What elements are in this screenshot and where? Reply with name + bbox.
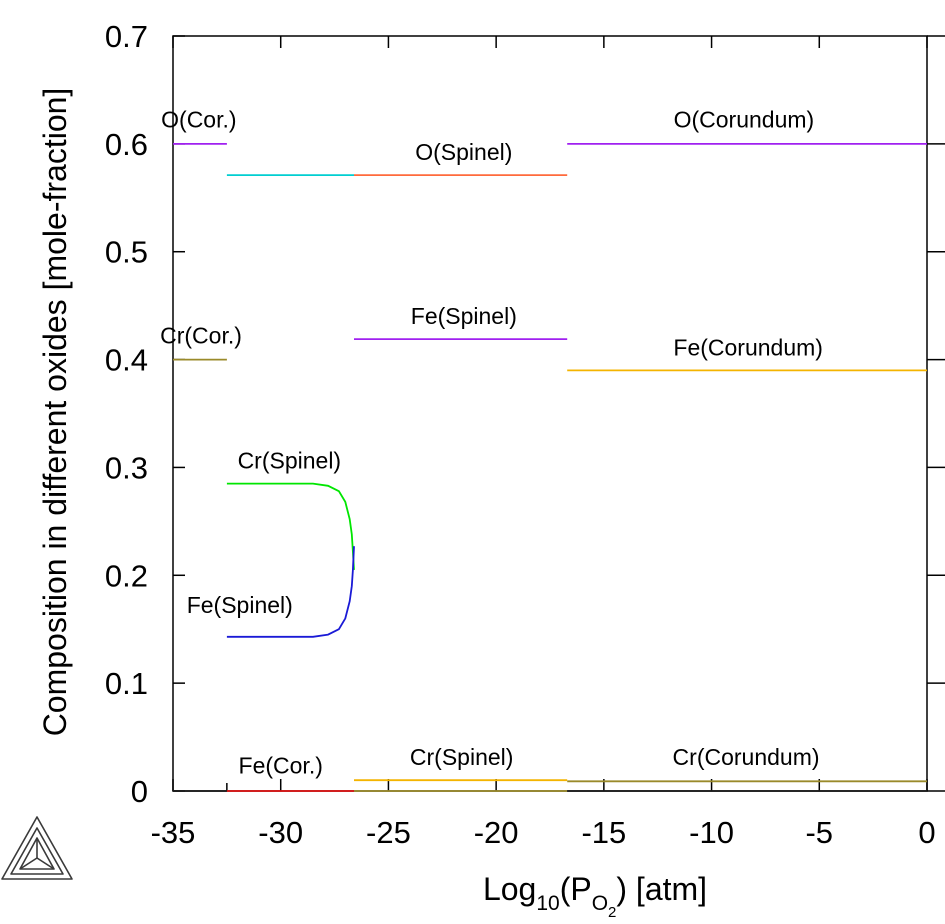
x-tick-label: -5 bbox=[805, 815, 833, 850]
x-tick-label: 0 bbox=[918, 815, 935, 850]
annotation-label: O(Cor.) bbox=[161, 107, 236, 133]
y-tick-label: 0.4 bbox=[105, 343, 148, 378]
series-line bbox=[226, 546, 355, 638]
x-axis-title-sub2: O bbox=[592, 892, 608, 915]
y-tick-label: 0.6 bbox=[105, 127, 148, 162]
x-axis-title-base: Log bbox=[483, 871, 536, 907]
x-axis-title-sub1: 10 bbox=[536, 892, 559, 915]
tick-labels: -35 -30 -25 -20 -15 -10 -5 0 0 0.1 0.2 0.3 0.4 0.5 0.6… bbox=[105, 19, 936, 850]
x-axis-title-mid: (P bbox=[560, 871, 592, 907]
annotation-label: Cr(Spinel) bbox=[410, 744, 514, 770]
axis-ticks bbox=[172, 35, 945, 792]
thermo-calc-logo-icon bbox=[1, 816, 73, 880]
annotation-layer: O(Cor.) O(Spinel) O(Corundum) Cr(Cor.) Fe(Sp… bbox=[160, 107, 823, 779]
plot-frame bbox=[172, 35, 928, 792]
x-tick-label: -15 bbox=[581, 815, 626, 850]
y-tick-label: 0 bbox=[131, 774, 148, 809]
x-tick-label: -25 bbox=[366, 815, 411, 850]
annotation-label: Fe(Spinel) bbox=[411, 303, 517, 329]
y-tick-label: 0.7 bbox=[105, 19, 148, 54]
annotation-label: Fe(Cor.) bbox=[239, 753, 323, 779]
annotation-label: O(Corundum) bbox=[674, 107, 815, 133]
x-axis-title: Log10(PO2) [atm] bbox=[483, 871, 707, 921]
x-tick-label: -30 bbox=[258, 815, 303, 850]
x-tick-label: -35 bbox=[151, 815, 196, 850]
x-axis-title-tail: ) [atm] bbox=[616, 871, 707, 907]
y-tick-label: 0.3 bbox=[105, 450, 148, 485]
series-line bbox=[226, 482, 355, 570]
y-tick-label: 0.2 bbox=[105, 558, 148, 593]
x-tick-label: -20 bbox=[474, 815, 519, 850]
annotation-label: Cr(Spinel) bbox=[238, 448, 342, 474]
annotation-label: Fe(Spinel) bbox=[187, 592, 293, 618]
y-axis-title: Composition in different oxides [mole-fr… bbox=[37, 88, 73, 737]
series-layer bbox=[173, 142, 927, 792]
annotation-label: O(Spinel) bbox=[415, 139, 512, 165]
x-axis-title-sub3: 2 bbox=[608, 904, 616, 921]
y-tick-label: 0.1 bbox=[105, 666, 148, 701]
annotation-label: Cr(Corundum) bbox=[673, 744, 820, 770]
annotation-label: Cr(Cor.) bbox=[160, 322, 242, 348]
x-tick-label: -10 bbox=[689, 815, 734, 850]
annotation-label: Fe(Corundum) bbox=[673, 334, 823, 360]
y-tick-label: 0.5 bbox=[105, 235, 148, 270]
